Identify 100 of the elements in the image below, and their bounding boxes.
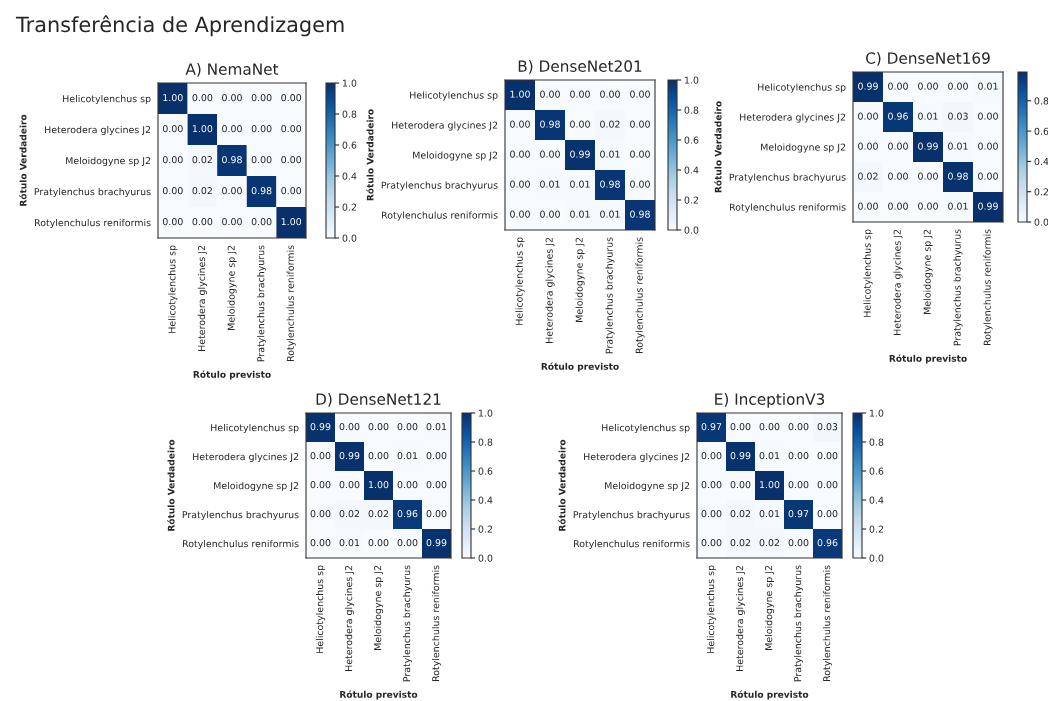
data-label: 0.01 [339, 539, 360, 547]
data-label: 0.00 [701, 452, 722, 460]
data-label: 0.00 [310, 510, 331, 518]
data-label: 0.00 [510, 180, 530, 188]
data-label: 0.00 [192, 94, 213, 102]
color-bar-label: 0.0 [869, 554, 884, 562]
color-bar-label: 0.0 [1034, 218, 1048, 226]
data-label: 0.00 [310, 452, 331, 460]
data-label: 0.02 [858, 172, 878, 180]
data-label: 0.00 [281, 156, 302, 164]
data-label: 0.00 [540, 150, 560, 158]
data-label: 0.00 [251, 94, 272, 102]
data-label: 0.00 [817, 452, 838, 460]
data-label: 0.02 [759, 539, 780, 547]
data-label: 1.00 [163, 94, 183, 102]
data-label: 0.00 [368, 539, 389, 547]
data-label: 0.00 [888, 172, 908, 180]
color-bar-label: 0.4 [342, 172, 357, 180]
data-label: 1.00 [192, 125, 213, 133]
data-label: 0.00 [426, 481, 447, 489]
color-bar-label: 0.0 [684, 226, 699, 234]
y-tick-label: Helicotylenchus sp [410, 91, 498, 101]
data-label: 0.98 [630, 210, 650, 218]
data-label: 0.00 [918, 172, 938, 180]
color-bar-label: 0.8 [1034, 97, 1048, 105]
y-axis-title: Rótulo Verdadeiro [558, 439, 566, 531]
data-label: 0.02 [339, 510, 360, 518]
data-label: 0.00 [630, 150, 650, 158]
color-bar-label: 0.2 [342, 203, 357, 211]
color-bar-label: 0.8 [684, 106, 699, 114]
data-label: 0.00 [339, 423, 360, 431]
data-label: 0.99 [730, 452, 751, 460]
color-bar-label: 0.6 [478, 467, 493, 475]
color-bar-label: 0.0 [478, 554, 493, 562]
data-label: 0.00 [630, 180, 650, 188]
color-bar-label: 0.8 [342, 110, 357, 118]
data-label: 0.99 [918, 142, 938, 150]
data-label: 0.00 [251, 218, 272, 226]
data-label: 0.00 [978, 172, 998, 180]
data-label: 0.00 [788, 481, 809, 489]
data-label: 0.00 [251, 156, 272, 164]
color-bar-label: 0.2 [869, 525, 884, 533]
x-axis-title: Rótulo previsto [340, 690, 418, 700]
data-label: 0.00 [222, 218, 242, 226]
data-label: 0.00 [310, 539, 331, 547]
data-label: 0.00 [222, 94, 242, 102]
data-label: 0.00 [918, 202, 938, 210]
data-label: 0.99 [570, 150, 590, 158]
color-bar-label: 0.8 [869, 438, 884, 446]
data-label: 0.00 [858, 112, 878, 120]
data-label: 0.96 [817, 539, 838, 547]
data-label: 0.01 [948, 202, 968, 210]
data-label: 0.00 [817, 510, 838, 518]
chart-title: C) DenseNet169 [866, 52, 990, 66]
data-label: 0.00 [426, 452, 447, 460]
y-tick-label: Helicotylenchus sp [602, 423, 690, 434]
data-label: 0.01 [570, 210, 590, 218]
data-label: 0.00 [397, 481, 418, 489]
data-label: 0.00 [162, 125, 183, 133]
data-label: 0.00 [701, 539, 722, 547]
data-label: 0.00 [310, 481, 331, 489]
data-label: 0.00 [918, 82, 938, 90]
color-bar-label: 0.6 [342, 141, 357, 149]
y-tick-label: Heterodera glycines J2 [45, 125, 151, 136]
data-label: 0.01 [540, 180, 560, 188]
data-label: 0.97 [701, 423, 722, 431]
data-label: 1.00 [760, 481, 780, 489]
color-bar-label: 0.6 [684, 136, 699, 144]
y-tick-label: Heterodera glycines J2 [392, 121, 498, 131]
data-label: 0.01 [600, 210, 620, 218]
data-label: 0.00 [222, 187, 242, 195]
color-bar-label: 0.4 [1034, 157, 1048, 166]
data-label: 0.02 [192, 187, 212, 195]
data-label: 0.01 [570, 180, 590, 188]
data-label: 0.00 [701, 481, 722, 489]
data-label: 1.00 [281, 218, 302, 226]
data-label: 0.00 [281, 94, 302, 102]
data-label: 0.00 [281, 187, 302, 195]
color-bar-label: 0.6 [869, 467, 884, 475]
data-label: 0.96 [888, 112, 908, 120]
data-label: 0.00 [888, 202, 908, 210]
data-label: 0.99 [310, 423, 331, 431]
x-tick-label: Pratylenchus brachyurus [953, 229, 963, 346]
data-label: 0.00 [222, 125, 242, 133]
data-label: 0.00 [162, 187, 183, 195]
x-axis-title: Rótulo previsto [193, 370, 271, 380]
data-label: 0.03 [817, 423, 838, 431]
y-tick-label: Pratylenchus brachyurus [182, 510, 299, 521]
data-label: 0.00 [368, 452, 389, 460]
data-label: 0.00 [888, 142, 908, 150]
data-label: 0.02 [730, 510, 751, 518]
y-tick-label: Heterodera glycines J2 [584, 452, 690, 463]
data-label: 0.01 [918, 112, 938, 120]
color-bar-label: 0.6 [1034, 127, 1048, 135]
data-label: 0.00 [251, 125, 272, 133]
chart-title: A) NemaNet [185, 63, 279, 77]
data-label: 0.00 [858, 202, 878, 210]
y-tick-label: Meloidogyne sp J2 [66, 156, 151, 167]
data-label: 0.00 [788, 452, 809, 460]
color-bar-label: 0.2 [478, 525, 493, 533]
